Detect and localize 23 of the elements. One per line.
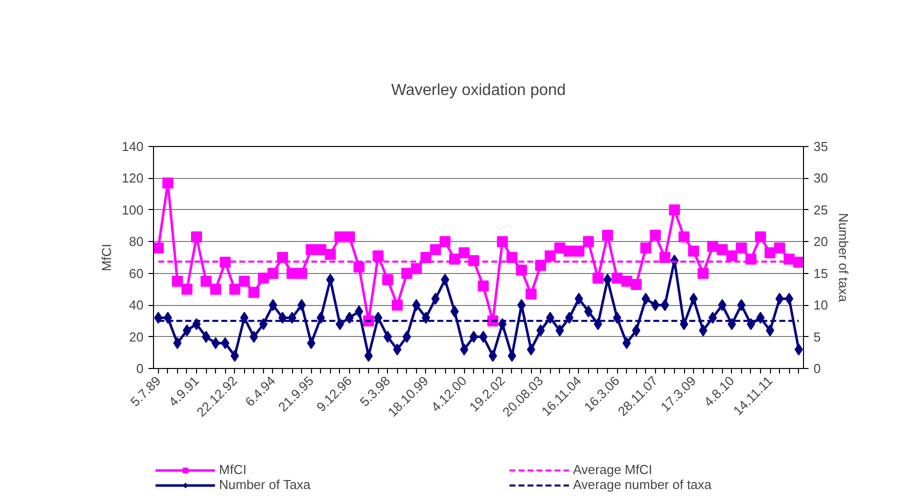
y-tick-label: 100 bbox=[122, 202, 144, 218]
y2-tick-label: 5 bbox=[814, 329, 821, 344]
legend-label: Number of Taxa bbox=[219, 477, 312, 492]
legend-label: Average number of taxa bbox=[573, 477, 713, 492]
legend-label: MfCI bbox=[219, 462, 248, 477]
y2-tick-label: 25 bbox=[814, 202, 828, 218]
y-tick-label: 0 bbox=[136, 361, 144, 376]
y-axis-title: MfCI bbox=[98, 244, 114, 272]
y-tick-label: 60 bbox=[129, 266, 144, 281]
y2-tick-label: 0 bbox=[814, 361, 821, 376]
y2-tick-label: 10 bbox=[814, 298, 828, 313]
y2-tick-label: 15 bbox=[814, 266, 828, 281]
y2-tick-label: 20 bbox=[814, 234, 828, 250]
y2-axis-title: Number of taxa bbox=[836, 213, 851, 303]
legend-label: Average MfCI bbox=[573, 462, 654, 477]
y2-tick-label: 35 bbox=[814, 139, 828, 154]
y-tick-label: 120 bbox=[122, 170, 144, 186]
y-tick-label: 140 bbox=[122, 139, 144, 154]
y2-tick-label: 30 bbox=[814, 170, 828, 186]
chart-title: Waverley oxidation pond bbox=[391, 82, 566, 99]
y-tick-label: 80 bbox=[129, 234, 144, 250]
y-tick-label: 40 bbox=[129, 298, 144, 313]
y-tick-label: 20 bbox=[129, 329, 144, 344]
